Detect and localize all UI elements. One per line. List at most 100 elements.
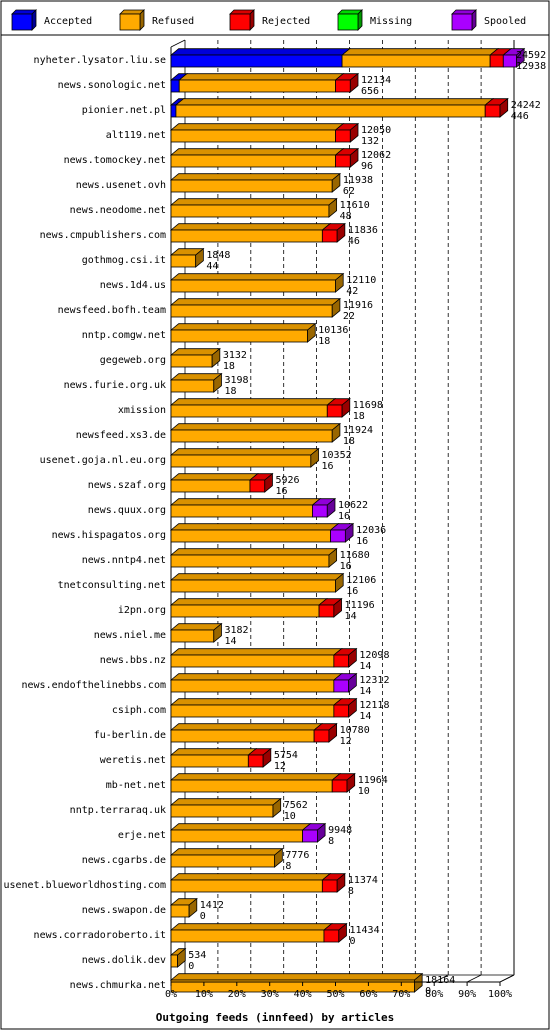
category-label: news.usenet.ovh — [76, 180, 166, 191]
bar-side — [331, 422, 341, 443]
bar-face — [170, 704, 335, 718]
bar-segment-rejected — [489, 48, 513, 68]
bar-row — [169, 197, 338, 218]
legend-item-accepted: Accepted — [11, 9, 92, 31]
bar-top — [169, 298, 342, 306]
bar-segment-refused — [169, 748, 258, 768]
bar-face — [335, 79, 351, 93]
bar-segment-rejected — [322, 923, 348, 943]
bar-row — [169, 97, 509, 118]
category-label: news.chmurka.net — [70, 980, 166, 991]
value-label-total: 11698 — [353, 400, 383, 411]
bar-side — [262, 747, 272, 768]
value-label-secondary: 14 — [224, 636, 236, 647]
value-label-total: 12036 — [356, 525, 386, 536]
value-label-secondary: 0 — [188, 961, 194, 972]
value-label-secondary: 8 — [328, 836, 334, 847]
bar-segment-refused — [169, 598, 328, 618]
bar-top — [169, 148, 345, 156]
bar-row — [169, 497, 337, 518]
bar-face — [312, 504, 328, 518]
bar-face — [170, 829, 304, 843]
category-label: news.swapon.de — [82, 905, 166, 916]
bar-face — [170, 904, 190, 918]
legend-item-rejected: Rejected — [229, 9, 310, 31]
bar-segment-refused — [169, 373, 223, 393]
category-label: usenet.goja.nl.eu.org — [40, 455, 166, 466]
x-tick-label: 100% — [488, 989, 512, 1000]
category-label: news.hispagatos.org — [52, 530, 166, 541]
category-label: news.furie.org.uk — [64, 380, 166, 391]
legend-swatch — [119, 13, 141, 31]
value-label-secondary: 46 — [348, 236, 360, 247]
category-label: weretis.net — [100, 755, 166, 766]
bar-face — [249, 479, 266, 493]
bar-side — [333, 597, 342, 618]
bar-face — [170, 679, 335, 693]
bar-face — [170, 804, 274, 818]
bar-side — [338, 922, 347, 943]
bar-side — [326, 497, 336, 518]
bar-top — [178, 73, 345, 81]
bar-segment-refused — [169, 573, 345, 593]
bar-face — [333, 704, 350, 718]
bar-segment-refused — [169, 548, 338, 568]
bar-row — [169, 397, 351, 418]
category-label: news.1d4.us — [100, 280, 166, 291]
bar-row — [169, 222, 346, 243]
value-label-total: 11374 — [348, 875, 378, 886]
category-label: news.neodome.net — [70, 205, 166, 216]
bar-segment-refused — [169, 223, 332, 243]
bar-segment-rejected — [334, 148, 360, 168]
x-tick-label: 30% — [261, 989, 279, 1000]
bar-row — [169, 672, 358, 693]
value-label-secondary: 14 — [345, 611, 357, 622]
value-label-total: 11680 — [340, 550, 370, 561]
category-label: news.niel.me — [94, 630, 166, 641]
bar-row — [169, 597, 343, 618]
bar-top — [169, 198, 338, 206]
bar-side — [348, 672, 357, 693]
x-tick-label: 0% — [165, 989, 177, 1000]
bar-side — [349, 122, 359, 143]
bar-side — [349, 147, 359, 168]
bar-row — [169, 347, 221, 368]
bar-row — [169, 472, 274, 493]
value-label-secondary: 10 — [358, 786, 370, 797]
bar-row — [169, 147, 360, 168]
bar-top — [169, 323, 317, 331]
legend-item-refused: Refused — [119, 9, 194, 31]
bar-segment-refused — [169, 723, 323, 743]
bar-face — [170, 79, 180, 93]
bar-face — [170, 379, 215, 393]
bar-face — [170, 729, 315, 743]
value-label-secondary: 96 — [361, 161, 373, 172]
bar-side — [310, 447, 319, 468]
bar-face — [333, 679, 350, 693]
bar-segment-refused — [169, 623, 223, 643]
bar-face — [330, 529, 346, 543]
category-label: nyheter.lysator.liu.se — [34, 55, 166, 66]
value-label-secondary: 44 — [206, 261, 218, 272]
bar-segment-rejected — [248, 473, 274, 493]
legend-item-spooled: Spooled — [451, 9, 526, 31]
bar-face — [170, 229, 323, 243]
value-label-total: 534 — [188, 950, 206, 961]
bar-row — [169, 372, 223, 393]
bar-face — [335, 129, 351, 143]
bar-face — [170, 104, 177, 118]
bar-face — [302, 829, 318, 843]
value-label-secondary: 8 — [285, 861, 291, 872]
value-label-secondary: 8 — [348, 886, 354, 897]
bar-segment-spooled — [332, 673, 358, 693]
bar-side — [328, 547, 338, 568]
bar-face — [170, 754, 249, 768]
bar-segment-refused — [169, 298, 342, 318]
category-label: nntp.comgw.net — [82, 330, 166, 341]
value-label-total: 3132 — [223, 350, 247, 361]
value-label-total: 24242 — [511, 100, 541, 111]
bar-segment-refused — [169, 323, 317, 343]
bar-top — [169, 923, 333, 931]
category-label: alt119.net — [106, 130, 166, 141]
bar-face — [318, 604, 335, 618]
